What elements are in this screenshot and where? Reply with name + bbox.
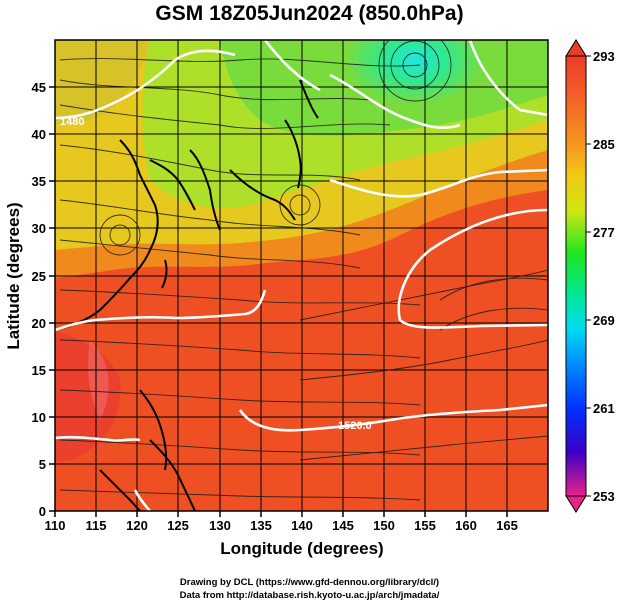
y-tick-label: 40 <box>32 127 46 142</box>
colorbar-tick-label: 253 <box>593 489 615 504</box>
y-tick-label: 35 <box>32 174 46 189</box>
colorbar-top-arrow <box>565 39 587 57</box>
wind-streamlines <box>59 40 548 501</box>
contour-label: 1520.0 <box>338 420 372 432</box>
contour-label: 1480 <box>60 116 84 128</box>
y-tick-label: 25 <box>32 269 46 284</box>
x-tick-label: 130 <box>209 518 231 533</box>
x-tick-label: 150 <box>373 518 395 533</box>
colorbar-tick-label: 285 <box>593 137 615 152</box>
contour-label-group: 1480 1520.0 <box>60 116 372 432</box>
colorbar-tick-label: 277 <box>593 225 615 240</box>
x-tick-labels: 110 115 120 125 130 135 140 145 150 155 … <box>45 518 518 533</box>
x-tick-label: 135 <box>250 518 272 533</box>
credit-drawing: Drawing by DCL (https://www.gfd-dennou.o… <box>179 577 440 588</box>
y-tick-label: 10 <box>32 410 46 425</box>
y-tick-label: 30 <box>32 221 46 236</box>
x-tick-label: 115 <box>86 518 107 533</box>
x-tick-label: 110 <box>45 518 66 533</box>
colorbar-tick-label: 293 <box>593 49 615 64</box>
colorbar-bottom-arrow <box>565 495 587 513</box>
colorbar-tick-label: 261 <box>593 401 615 416</box>
y-tick-label: 0 <box>39 504 46 519</box>
y-tick-label: 5 <box>39 457 46 472</box>
colorbar-body <box>565 55 587 497</box>
y-tick-label: 20 <box>32 316 46 331</box>
y-tick-label: 15 <box>32 363 46 378</box>
x-tick-label: 125 <box>167 518 189 533</box>
y-tick-label: 45 <box>32 80 46 95</box>
x-tick-label: 160 <box>455 518 477 533</box>
x-tick-label: 165 <box>496 518 518 533</box>
x-tick-label: 140 <box>291 518 313 533</box>
y-axis-title: Latitude (degrees) <box>4 202 23 349</box>
map-title: GSM 18Z05Jun2024 (850.0hPa) <box>155 2 464 25</box>
colorbar: 293 285 277 269 261 253 <box>565 39 615 513</box>
coastlines <box>55 79 319 511</box>
geopotential-contours <box>55 40 548 511</box>
x-tick-label: 155 <box>414 518 436 533</box>
tick-marks <box>49 86 508 517</box>
x-tick-label: 120 <box>126 518 148 533</box>
x-axis-title: Longitude (degrees) <box>220 539 383 558</box>
colorbar-tick-label: 269 <box>593 313 615 328</box>
credit-data-source: Data from http://database.rish.kyoto-u.a… <box>179 590 440 601</box>
y-tick-labels: 0 5 10 15 20 25 30 35 40 45 <box>32 80 46 519</box>
x-tick-label: 145 <box>332 518 354 533</box>
